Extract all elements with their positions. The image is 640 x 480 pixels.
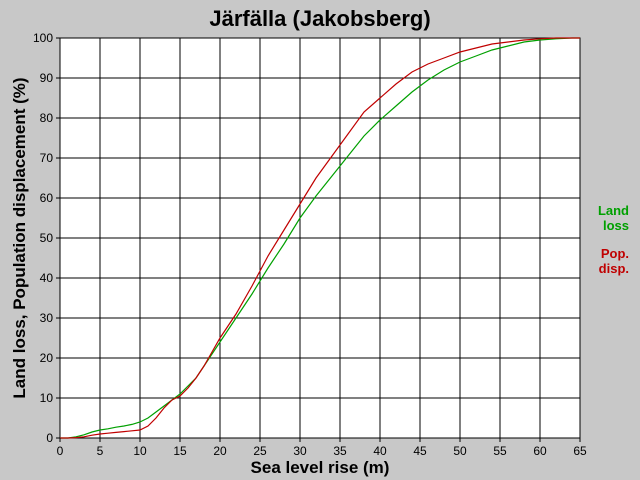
legend-entry-land-loss: loss — [603, 218, 629, 233]
legend-entry-pop-disp: disp. — [599, 261, 629, 276]
y-tick-label: 90 — [40, 71, 54, 85]
y-tick-label: 100 — [33, 31, 53, 45]
y-axis-label: Land loss, Population displacement (%) — [10, 77, 29, 398]
series-line-land-loss — [60, 37, 580, 439]
y-tick-label: 70 — [40, 151, 54, 165]
grid — [59, 37, 581, 439]
x-tick-label: 30 — [293, 444, 307, 458]
x-tick-label: 15 — [173, 444, 187, 458]
x-tick-label: 50 — [453, 444, 467, 458]
y-tick-label: 30 — [40, 311, 54, 325]
x-tick-label: 0 — [57, 444, 64, 458]
x-tick-label: 25 — [253, 444, 267, 458]
y-axis-ticks: 0 10 20 30 40 50 60 70 80 90 100 — [33, 31, 60, 445]
x-tick-label: 55 — [493, 444, 507, 458]
y-tick-label: 80 — [40, 111, 54, 125]
x-tick-label: 20 — [213, 444, 227, 458]
series-line-pop-disp — [60, 37, 580, 439]
x-tick-label: 60 — [533, 444, 547, 458]
x-tick-label: 5 — [97, 444, 104, 458]
x-tick-label: 40 — [373, 444, 387, 458]
legend-entry-land-loss: Land — [598, 203, 629, 218]
y-tick-label: 0 — [46, 431, 53, 445]
y-tick-label: 10 — [40, 391, 54, 405]
y-tick-label: 60 — [40, 191, 54, 205]
chart-title: Järfälla (Jakobsberg) — [209, 6, 430, 31]
y-tick-label: 20 — [40, 351, 54, 365]
x-tick-label: 35 — [333, 444, 347, 458]
x-tick-label: 10 — [133, 444, 147, 458]
legend-entry-pop-disp: Pop. — [601, 246, 629, 261]
series-layer — [60, 37, 580, 439]
y-tick-label: 50 — [40, 231, 54, 245]
x-tick-label: 65 — [573, 444, 587, 458]
y-tick-label: 40 — [40, 271, 54, 285]
x-axis-label: Sea level rise (m) — [251, 458, 390, 477]
x-tick-label: 45 — [413, 444, 427, 458]
x-axis-ticks: 0 5 10 15 20 25 30 35 40 45 50 55 60 65 — [57, 438, 587, 458]
